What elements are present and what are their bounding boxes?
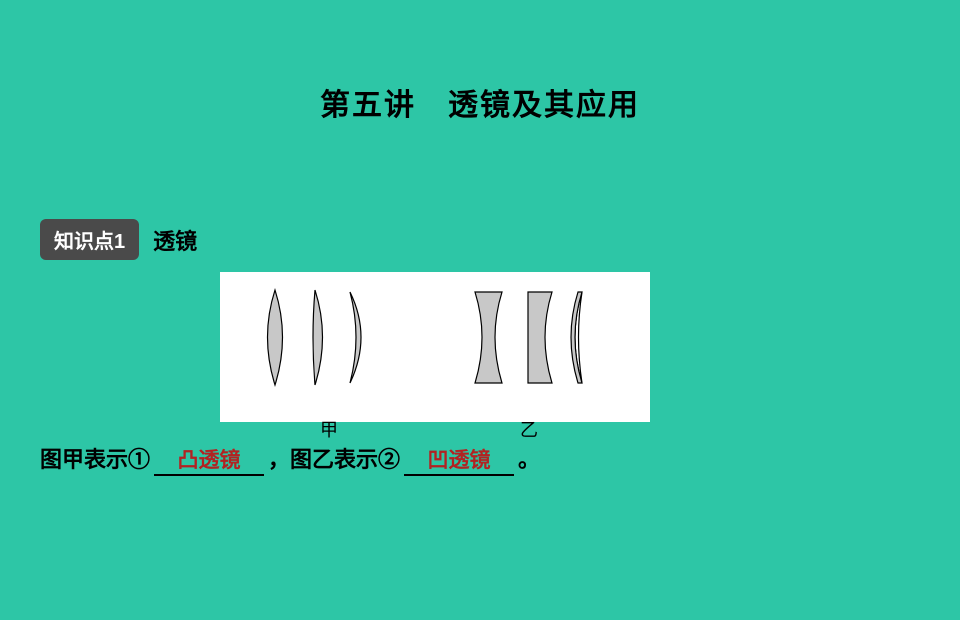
- diagram-label-yi: 乙: [520, 416, 538, 442]
- fill-blank-question: 图甲表示① 凸透镜 ，图乙表示② 凹透镜 。: [40, 442, 960, 476]
- slide-title: 第五讲 透镜及其应用: [0, 80, 960, 124]
- answer-1: 凸透镜: [178, 449, 241, 472]
- lens-svg: [220, 280, 650, 395]
- section-header: 知识点1 透镜: [40, 219, 960, 260]
- knowledge-badge: 知识点1: [40, 219, 139, 260]
- lens-diagram: 甲 乙: [220, 272, 650, 422]
- answer-2: 凹透镜: [428, 449, 491, 472]
- blank-1: 凸透镜: [154, 444, 264, 476]
- blank-2: 凹透镜: [404, 444, 514, 476]
- question-middle: ，图乙表示②: [268, 442, 400, 474]
- section-label: 透镜: [153, 224, 197, 256]
- question-prefix: 图甲表示①: [40, 442, 150, 474]
- diagram-label-jia: 甲: [320, 416, 338, 442]
- question-suffix: 。: [518, 442, 540, 474]
